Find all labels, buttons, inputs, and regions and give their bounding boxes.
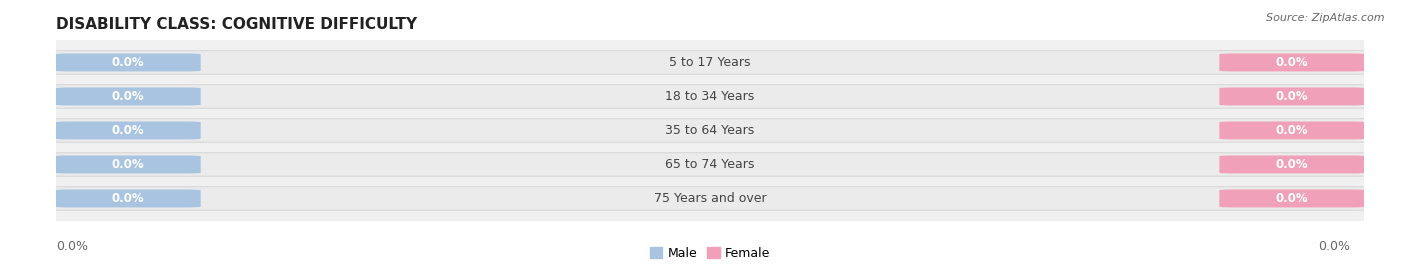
FancyBboxPatch shape xyxy=(1219,155,1365,174)
FancyBboxPatch shape xyxy=(55,87,201,105)
FancyBboxPatch shape xyxy=(55,155,201,174)
Text: 0.0%: 0.0% xyxy=(1317,240,1350,253)
Text: 0.0%: 0.0% xyxy=(1275,56,1309,69)
FancyBboxPatch shape xyxy=(55,189,201,207)
FancyBboxPatch shape xyxy=(1219,54,1365,72)
Text: 0.0%: 0.0% xyxy=(111,158,145,171)
Text: 0.0%: 0.0% xyxy=(1275,90,1309,103)
FancyBboxPatch shape xyxy=(41,51,1379,74)
Text: 0.0%: 0.0% xyxy=(111,56,145,69)
FancyBboxPatch shape xyxy=(41,153,1379,176)
Text: 75 Years and over: 75 Years and over xyxy=(654,192,766,205)
FancyBboxPatch shape xyxy=(1219,189,1365,207)
Text: Source: ZipAtlas.com: Source: ZipAtlas.com xyxy=(1267,13,1385,23)
Text: 0.0%: 0.0% xyxy=(1275,192,1309,205)
FancyBboxPatch shape xyxy=(1219,122,1365,139)
FancyBboxPatch shape xyxy=(41,85,1379,108)
Text: 0.0%: 0.0% xyxy=(1275,158,1309,171)
FancyBboxPatch shape xyxy=(55,54,201,72)
Text: 0.0%: 0.0% xyxy=(1275,124,1309,137)
Text: 65 to 74 Years: 65 to 74 Years xyxy=(665,158,755,171)
Text: 0.0%: 0.0% xyxy=(56,240,89,253)
Legend: Male, Female: Male, Female xyxy=(645,242,775,265)
Text: 0.0%: 0.0% xyxy=(111,192,145,205)
Text: 35 to 64 Years: 35 to 64 Years xyxy=(665,124,755,137)
Text: 5 to 17 Years: 5 to 17 Years xyxy=(669,56,751,69)
Text: DISABILITY CLASS: COGNITIVE DIFFICULTY: DISABILITY CLASS: COGNITIVE DIFFICULTY xyxy=(56,17,418,32)
FancyBboxPatch shape xyxy=(1219,87,1365,105)
FancyBboxPatch shape xyxy=(41,187,1379,210)
FancyBboxPatch shape xyxy=(41,119,1379,142)
FancyBboxPatch shape xyxy=(55,122,201,139)
Text: 0.0%: 0.0% xyxy=(111,90,145,103)
Text: 18 to 34 Years: 18 to 34 Years xyxy=(665,90,755,103)
Text: 0.0%: 0.0% xyxy=(111,124,145,137)
